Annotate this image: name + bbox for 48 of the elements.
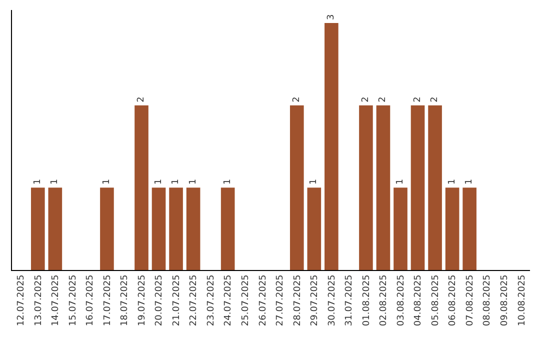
data-label: 1 [171, 178, 182, 185]
x-tick-label: 06.08.2025 [448, 274, 458, 326]
x-tick-label: 26.07.2025 [258, 274, 268, 326]
x-tick-label: 03.08.2025 [396, 274, 406, 326]
x-tick-label: 04.08.2025 [414, 274, 424, 326]
data-label: 1 [188, 178, 198, 185]
x-tick-label: 25.07.2025 [241, 274, 252, 326]
data-label: 1 [32, 178, 43, 185]
data-label: 1 [464, 178, 475, 185]
x-tick-label: 31.07.2025 [344, 274, 355, 326]
x-tick-label: 29.07.2025 [310, 274, 320, 326]
x-tick-label: 12.07.2025 [16, 274, 27, 326]
x-tick-label: 16.07.2025 [86, 274, 96, 326]
x-tick-label: 21.07.2025 [172, 274, 182, 326]
x-tick-label: 27.07.2025 [276, 274, 286, 326]
x-tick-label: 23.07.2025 [206, 274, 216, 326]
data-label: 2 [430, 96, 440, 102]
data-label: 1 [396, 178, 406, 185]
x-tick-label: 20.07.2025 [154, 274, 165, 326]
data-label: 2 [378, 96, 388, 102]
x-tick-label: 10.08.2025 [517, 274, 528, 326]
x-tick-label: 24.07.2025 [224, 274, 234, 326]
x-tick-label: 28.07.2025 [292, 274, 303, 326]
data-label: 3 [326, 14, 336, 20]
x-tick-label: 18.07.2025 [120, 274, 130, 326]
x-tick-label: 05.08.2025 [430, 274, 441, 326]
data-label: 2 [136, 96, 146, 102]
x-tick-label: 08.08.2025 [482, 274, 493, 326]
x-tick-label: 19.07.2025 [137, 274, 148, 326]
data-label: 2 [360, 96, 371, 102]
x-tick-label: 22.07.2025 [189, 274, 200, 326]
data-label: 1 [154, 178, 164, 185]
x-tick-label: 02.08.2025 [379, 274, 390, 326]
x-tick-label: 07.08.2025 [465, 274, 476, 326]
x-tick-label: 17.07.2025 [102, 274, 113, 326]
data-label: 1 [222, 178, 233, 185]
x-tick-label: 14.07.2025 [51, 274, 62, 326]
data-label: 1 [50, 178, 60, 185]
x-tick-label: 15.07.2025 [68, 274, 78, 326]
x-tick-label: 01.08.2025 [362, 274, 372, 326]
data-label: 1 [102, 178, 112, 185]
x-tick-label: 30.07.2025 [327, 274, 338, 326]
data-label: 2 [292, 96, 302, 102]
x-tick-label: 13.07.2025 [34, 274, 44, 326]
x-tick-label: 09.08.2025 [500, 274, 510, 326]
data-label: 1 [309, 178, 320, 185]
data-label: 2 [412, 96, 423, 102]
data-label: 1 [447, 178, 458, 185]
